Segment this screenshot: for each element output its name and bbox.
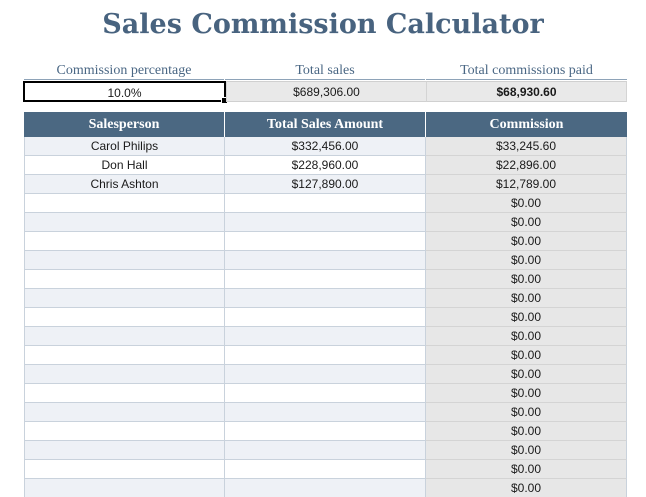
commission-percentage-cell[interactable]: 10.0% bbox=[23, 81, 228, 104]
total-sales-amount-cell[interactable] bbox=[225, 346, 426, 365]
commission-cell[interactable]: $0.00 bbox=[426, 308, 627, 327]
salesperson-cell[interactable] bbox=[24, 365, 225, 384]
table-body: Carol Philips $332,456.00 $33,245.60 Don Ha… bbox=[24, 137, 627, 497]
table-row: $0.00 bbox=[24, 232, 627, 251]
table-row: $0.00 bbox=[24, 384, 627, 403]
commission-percentage-label: Commission percentage bbox=[24, 62, 224, 80]
table-row: Chris Ashton $127,890.00 $12,789.00 bbox=[24, 175, 627, 194]
table-row: $0.00 bbox=[24, 289, 627, 308]
salesperson-cell[interactable] bbox=[24, 194, 225, 213]
total-sales-amount-cell[interactable]: $228,960.00 bbox=[225, 156, 426, 175]
total-sales-amount-cell[interactable] bbox=[225, 441, 426, 460]
total-sales-cell[interactable]: $689,306.00 bbox=[226, 81, 426, 102]
table-row: $0.00 bbox=[24, 346, 627, 365]
header-commission[interactable]: Commission bbox=[489, 117, 564, 132]
total-sales-amount-cell[interactable] bbox=[225, 403, 426, 422]
table-header-row: Salesperson Total Sales Amount Commissio… bbox=[24, 112, 627, 137]
table-row: Carol Philips $332,456.00 $33,245.60 bbox=[24, 137, 627, 156]
salesperson-cell[interactable] bbox=[24, 441, 225, 460]
total-sales-amount-cell[interactable] bbox=[225, 289, 426, 308]
table-row: $0.00 bbox=[24, 251, 627, 270]
table-row: $0.00 bbox=[24, 270, 627, 289]
total-sales-amount-cell[interactable]: $332,456.00 bbox=[225, 137, 426, 156]
total-sales-label: Total sales bbox=[225, 62, 425, 80]
commission-cell[interactable]: $0.00 bbox=[426, 422, 627, 441]
salesperson-cell[interactable]: Don Hall bbox=[24, 156, 225, 175]
total-commissions-cell[interactable]: $68,930.60 bbox=[426, 81, 627, 102]
commission-cell[interactable]: $0.00 bbox=[426, 194, 627, 213]
total-sales-amount-cell[interactable] bbox=[225, 232, 426, 251]
salesperson-cell[interactable] bbox=[24, 289, 225, 308]
salesperson-cell[interactable]: Carol Philips bbox=[24, 137, 225, 156]
salesperson-cell[interactable] bbox=[24, 422, 225, 441]
commission-cell[interactable]: $0.00 bbox=[426, 403, 627, 422]
commission-cell[interactable]: $22,896.00 bbox=[426, 156, 627, 175]
commission-cell[interactable]: $0.00 bbox=[426, 232, 627, 251]
table-row: Don Hall $228,960.00 $22,896.00 bbox=[24, 156, 627, 175]
table-row: $0.00 bbox=[24, 479, 627, 497]
table-row: $0.00 bbox=[24, 460, 627, 479]
table-row: $0.00 bbox=[24, 308, 627, 327]
commission-cell[interactable]: $0.00 bbox=[426, 441, 627, 460]
salesperson-cell[interactable] bbox=[24, 308, 225, 327]
commission-percentage-value: 10.0% bbox=[107, 86, 142, 100]
header-salesperson[interactable]: Salesperson bbox=[24, 112, 225, 137]
commission-cell[interactable]: $0.00 bbox=[426, 327, 627, 346]
commission-cell[interactable]: $12,789.00 bbox=[426, 175, 627, 194]
total-sales-amount-cell[interactable] bbox=[225, 365, 426, 384]
total-sales-amount-cell[interactable] bbox=[225, 251, 426, 270]
header-total-sales-amount[interactable]: Total Sales Amount bbox=[225, 112, 426, 137]
table-row: $0.00 bbox=[24, 213, 627, 232]
commission-cell[interactable]: $0.00 bbox=[426, 384, 627, 403]
total-commissions-value: $68,930.60 bbox=[496, 85, 557, 99]
total-sales-amount-cell[interactable] bbox=[225, 308, 426, 327]
total-sales-amount-cell[interactable] bbox=[225, 194, 426, 213]
total-sales-amount-cell[interactable] bbox=[225, 213, 426, 232]
total-sales-amount-cell[interactable] bbox=[225, 460, 426, 479]
total-sales-amount-cell[interactable] bbox=[225, 422, 426, 441]
table-row: $0.00 bbox=[24, 194, 627, 213]
total-sales-amount-cell[interactable] bbox=[225, 270, 426, 289]
commission-cell[interactable]: $0.00 bbox=[426, 460, 627, 479]
total-sales-amount-cell[interactable] bbox=[225, 327, 426, 346]
salesperson-cell[interactable]: Chris Ashton bbox=[24, 175, 225, 194]
commission-table: Salesperson Total Sales Amount Commissio… bbox=[24, 112, 627, 497]
salesperson-cell[interactable] bbox=[24, 479, 225, 497]
commission-cell[interactable]: $0.00 bbox=[426, 270, 627, 289]
commission-cell[interactable]: $0.00 bbox=[426, 365, 627, 384]
commission-cell[interactable]: $0.00 bbox=[426, 213, 627, 232]
total-sales-amount-cell[interactable]: $127,890.00 bbox=[225, 175, 426, 194]
salesperson-cell[interactable] bbox=[24, 460, 225, 479]
commission-cell[interactable]: $0.00 bbox=[426, 346, 627, 365]
commission-cell[interactable]: $0.00 bbox=[426, 479, 627, 497]
salesperson-cell[interactable] bbox=[24, 346, 225, 365]
table-row: $0.00 bbox=[24, 441, 627, 460]
salesperson-cell[interactable] bbox=[24, 384, 225, 403]
salesperson-cell[interactable] bbox=[24, 403, 225, 422]
salesperson-cell[interactable] bbox=[24, 327, 225, 346]
table-row: $0.00 bbox=[24, 365, 627, 384]
salesperson-cell[interactable] bbox=[24, 270, 225, 289]
total-sales-value: $689,306.00 bbox=[293, 85, 360, 99]
commission-cell[interactable]: $0.00 bbox=[426, 289, 627, 308]
commission-cell[interactable]: $33,245.60 bbox=[426, 137, 627, 156]
total-sales-amount-cell[interactable] bbox=[225, 479, 426, 497]
salesperson-cell[interactable] bbox=[24, 213, 225, 232]
table-row: $0.00 bbox=[24, 403, 627, 422]
total-sales-amount-cell[interactable] bbox=[225, 384, 426, 403]
commission-cell[interactable]: $0.00 bbox=[426, 251, 627, 270]
table-row: $0.00 bbox=[24, 422, 627, 441]
total-commissions-label: Total commissions paid bbox=[426, 62, 627, 80]
table-row: $0.00 bbox=[24, 327, 627, 346]
salesperson-cell[interactable] bbox=[24, 251, 225, 270]
salesperson-cell[interactable] bbox=[24, 232, 225, 251]
page-title: Sales Commission Calculator bbox=[102, 9, 544, 40]
